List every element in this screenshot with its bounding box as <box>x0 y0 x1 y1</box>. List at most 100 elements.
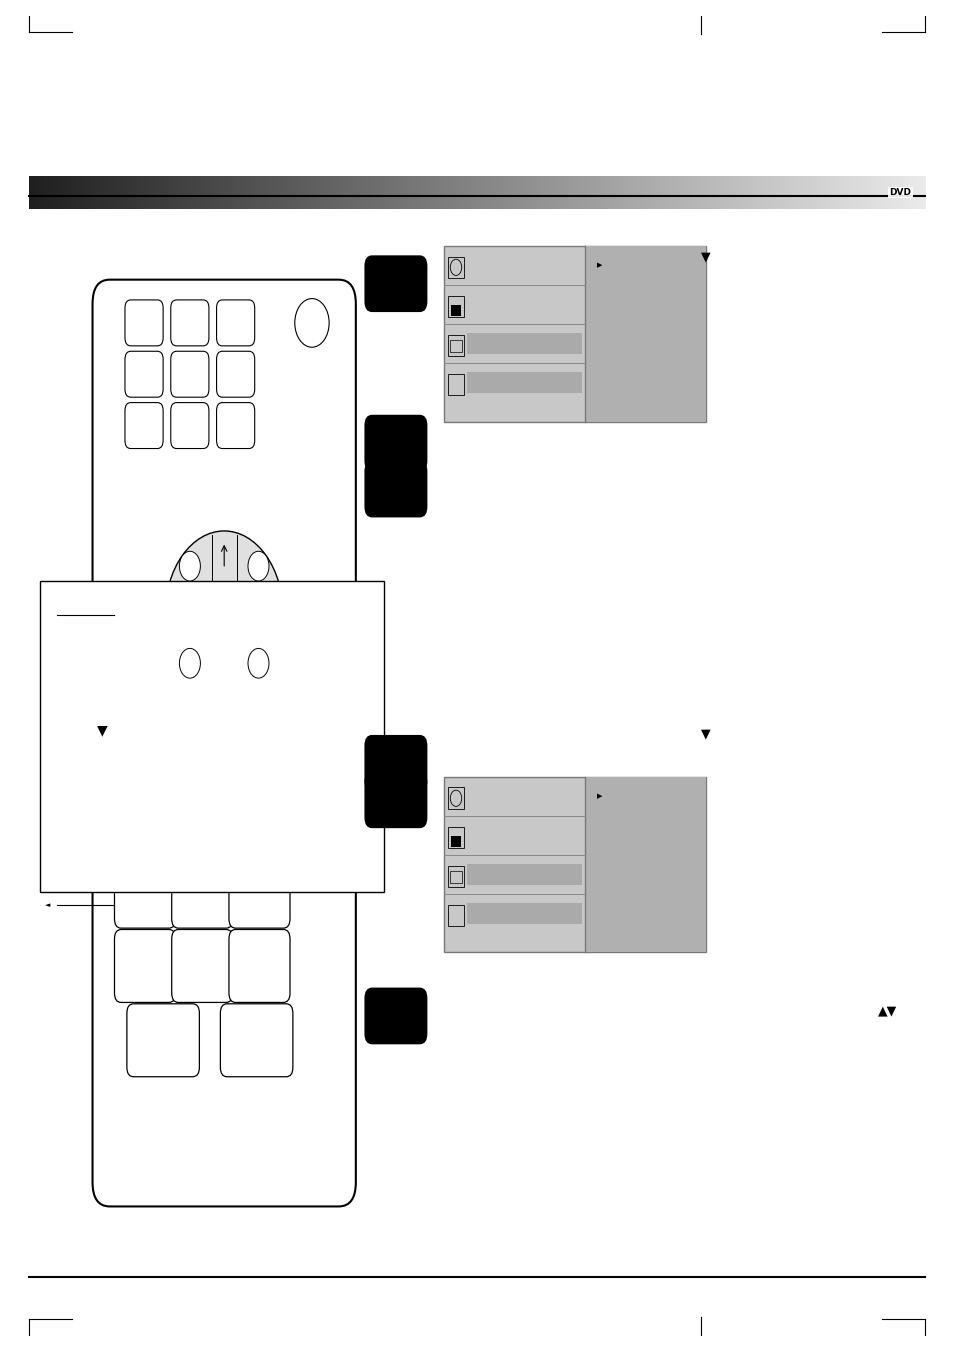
Bar <box>763 176 767 209</box>
Bar <box>542 176 546 209</box>
Bar <box>590 176 594 209</box>
Bar <box>820 176 823 209</box>
Bar <box>334 176 337 209</box>
FancyBboxPatch shape <box>216 300 254 346</box>
Bar <box>719 176 722 209</box>
Bar <box>864 176 868 209</box>
Bar <box>440 176 445 209</box>
Bar <box>513 176 517 209</box>
Bar <box>318 176 322 209</box>
Bar <box>313 176 316 209</box>
Bar <box>895 176 899 209</box>
Bar <box>300 176 304 209</box>
Bar <box>58 176 62 209</box>
Bar <box>841 176 844 209</box>
Bar <box>444 176 448 209</box>
Bar <box>432 176 436 209</box>
Bar <box>778 176 782 209</box>
Bar <box>796 176 800 209</box>
Bar <box>52 176 56 209</box>
Bar <box>647 176 651 209</box>
Bar <box>115 176 119 209</box>
Circle shape <box>195 778 226 821</box>
Bar <box>450 176 454 209</box>
Bar <box>71 176 74 209</box>
Bar <box>706 176 710 209</box>
Bar <box>450 340 461 353</box>
FancyBboxPatch shape <box>364 988 427 1044</box>
Bar <box>294 176 298 209</box>
Bar <box>775 176 779 209</box>
Bar <box>850 176 854 209</box>
Bar <box>867 176 872 209</box>
Bar <box>471 176 475 209</box>
Bar <box>799 176 803 209</box>
Bar <box>363 176 367 209</box>
FancyBboxPatch shape <box>229 855 290 928</box>
Bar <box>448 788 463 809</box>
Bar <box>172 176 176 209</box>
Bar <box>811 176 815 209</box>
Bar <box>516 176 519 209</box>
Bar <box>118 176 122 209</box>
Bar <box>877 176 881 209</box>
Bar <box>366 176 370 209</box>
Bar <box>145 176 149 209</box>
Bar <box>638 176 641 209</box>
Bar <box>315 176 319 209</box>
Bar <box>585 777 705 952</box>
Bar <box>390 176 394 209</box>
Bar <box>91 176 95 209</box>
Bar <box>922 176 925 209</box>
Bar <box>82 176 87 209</box>
Bar <box>551 176 555 209</box>
Bar <box>348 176 352 209</box>
Bar <box>677 176 680 209</box>
Bar <box>112 176 116 209</box>
FancyBboxPatch shape <box>114 715 173 750</box>
Bar <box>229 176 233 209</box>
Bar <box>297 176 301 209</box>
Bar <box>479 176 483 209</box>
Bar <box>168 597 280 632</box>
FancyBboxPatch shape <box>364 461 427 517</box>
FancyBboxPatch shape <box>171 300 209 346</box>
FancyBboxPatch shape <box>172 929 233 1002</box>
Bar <box>758 176 761 209</box>
Bar <box>802 176 806 209</box>
Text: ▼: ▼ <box>96 723 108 738</box>
Bar <box>395 176 400 209</box>
Bar <box>640 176 644 209</box>
Bar <box>614 176 618 209</box>
Bar <box>467 372 581 393</box>
FancyBboxPatch shape <box>220 1004 293 1077</box>
Bar <box>716 176 720 209</box>
FancyBboxPatch shape <box>451 836 460 847</box>
Bar <box>303 176 307 209</box>
Bar <box>521 176 525 209</box>
Bar <box>769 176 773 209</box>
Bar <box>274 176 277 209</box>
Bar <box>429 176 433 209</box>
Bar <box>437 176 441 209</box>
Bar <box>659 176 662 209</box>
Bar <box>139 176 143 209</box>
Bar <box>721 176 725 209</box>
Bar <box>234 176 238 209</box>
Bar <box>817 176 821 209</box>
Bar <box>220 176 224 209</box>
Bar <box>474 176 477 209</box>
Bar <box>310 176 314 209</box>
Bar <box>76 176 80 209</box>
FancyBboxPatch shape <box>364 771 427 828</box>
FancyBboxPatch shape <box>114 781 175 854</box>
Bar <box>901 176 904 209</box>
Bar <box>578 176 582 209</box>
Bar <box>485 176 490 209</box>
Bar <box>826 176 830 209</box>
Bar <box>136 176 140 209</box>
Bar <box>327 176 331 209</box>
Bar <box>527 176 531 209</box>
Bar <box>213 176 217 209</box>
Bar <box>489 176 493 209</box>
